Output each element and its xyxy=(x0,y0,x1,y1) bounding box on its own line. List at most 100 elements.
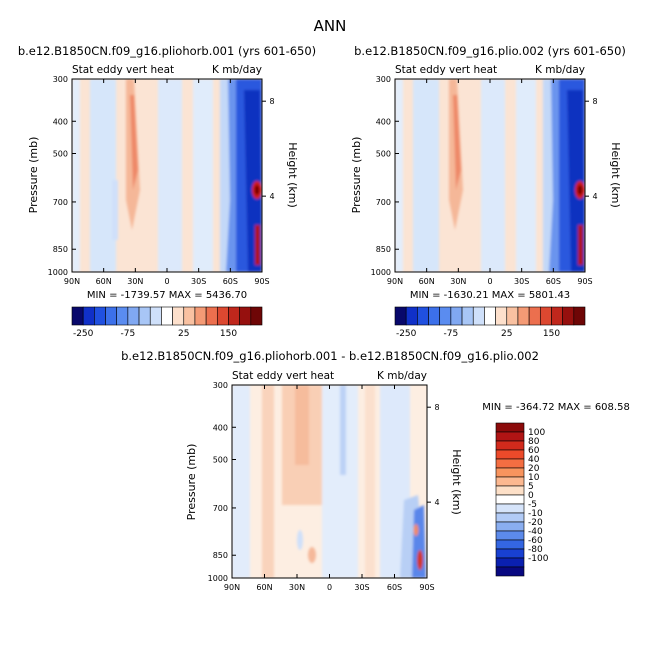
colorbar-label: 10 xyxy=(528,473,540,483)
panel-b-axes: 90N 60N 30N 0 30S 60S 90S 300 400 500 700 850 1000 8 4 xyxy=(371,75,598,286)
colorbar-swatch xyxy=(495,494,525,505)
colorbar-swatch xyxy=(250,306,263,326)
colorbar-swatch xyxy=(216,306,229,326)
y-tick-label: 300 xyxy=(376,75,391,84)
panel-b-subtitle-right: K mb/day xyxy=(535,64,585,76)
colorbar-label: 20 xyxy=(528,464,540,474)
y-tick-label: 400 xyxy=(376,117,391,126)
colorbar-swatch xyxy=(506,306,519,326)
colorbar-swatch xyxy=(495,476,525,487)
x-tick-label: 90N xyxy=(224,583,240,592)
colorbar-swatch xyxy=(495,485,525,496)
colorbar-label: -250 xyxy=(396,329,417,339)
y2-tick-label: 8 xyxy=(592,97,597,106)
colorbar-swatch xyxy=(149,306,162,326)
colorbar-swatch xyxy=(116,306,129,326)
y-tick-label: 300 xyxy=(213,381,228,390)
x-tick-label: 60S xyxy=(387,583,402,592)
y-tick-label: 500 xyxy=(376,149,391,158)
colorbar-label: -100 xyxy=(528,554,549,564)
x-tick-label: 30S xyxy=(354,583,369,592)
colorbar-swatch xyxy=(495,530,525,541)
panel-a-y2label: Height (km) xyxy=(286,142,299,208)
x-tick-label: 60S xyxy=(546,277,561,286)
panel-b-colorbar: -250 -75 25 150 xyxy=(394,306,586,339)
colorbar-swatch xyxy=(562,306,575,326)
colorbar-label: 25 xyxy=(501,329,512,339)
x-tick-label: 90S xyxy=(419,583,434,592)
colorbar-swatch xyxy=(239,306,252,326)
x-tick-label: 90N xyxy=(64,277,80,286)
y-tick-label: 1000 xyxy=(208,574,228,583)
colorbar-swatch xyxy=(495,306,508,326)
colorbar-label: -20 xyxy=(528,518,543,528)
panel-b: b.e12.B1850CN.f09_g16.plio.002 (yrs 601-… xyxy=(350,44,626,339)
colorbar-swatch xyxy=(138,306,151,326)
y-tick-label: 850 xyxy=(213,551,228,560)
colorbar-label: -10 xyxy=(528,509,543,519)
colorbar-swatch xyxy=(161,306,173,326)
colorbar-swatch xyxy=(495,512,525,523)
y-tick-label: 850 xyxy=(53,245,68,254)
y-tick-label: 850 xyxy=(376,245,391,254)
figure-title: ANN xyxy=(314,17,347,35)
colorbar-swatch xyxy=(495,440,525,451)
colorbar-swatch xyxy=(495,458,525,469)
x-tick-label: 0 xyxy=(164,277,169,286)
colorbar-swatch xyxy=(405,306,418,326)
y-tick-label: 1000 xyxy=(371,268,391,277)
y-tick-label: 400 xyxy=(53,117,68,126)
panel-c-title: b.e12.B1850CN.f09_g16.pliohorb.001 - b.e… xyxy=(121,349,539,363)
colorbar-swatch xyxy=(82,306,95,326)
x-tick-label: 0 xyxy=(487,277,492,286)
colorbar-label: 60 xyxy=(528,446,540,456)
panel-b-title: b.e12.B1850CN.f09_g16.plio.002 (yrs 601-… xyxy=(354,44,626,58)
panel-c-axes: 90N 60N 30N 0 30S 60S 90S 300 400 500 700 850 1000 8 4 xyxy=(208,381,440,592)
x-tick-label: 60N xyxy=(419,277,435,286)
colorbar-label: -75 xyxy=(444,329,459,339)
colorbar-swatch xyxy=(194,306,207,326)
y-tick-label: 300 xyxy=(53,75,68,84)
panel-a-stats: MIN = -1739.57 MAX = 5436.70 xyxy=(87,290,247,301)
colorbar-swatch xyxy=(495,557,525,568)
colorbar-label: -40 xyxy=(528,527,543,537)
colorbar-swatch xyxy=(127,306,140,326)
colorbar-swatch xyxy=(539,306,552,326)
y2-tick-label: 4 xyxy=(592,192,597,201)
panel-b-ylabel: Pressure (mb) xyxy=(350,137,363,214)
colorbar-label: -75 xyxy=(121,329,136,339)
panel-c-y2label: Height (km) xyxy=(450,449,463,515)
y-tick-label: 700 xyxy=(376,198,391,207)
colorbar-swatch xyxy=(417,306,429,326)
colorbar-swatch xyxy=(495,521,525,532)
colorbar-swatch xyxy=(528,306,541,326)
y-tick-label: 500 xyxy=(53,149,68,158)
x-tick-label: 60S xyxy=(223,277,238,286)
panel-a-title: b.e12.B1850CN.f09_g16.pliohorb.001 (yrs … xyxy=(18,44,316,58)
colorbar-swatch xyxy=(495,503,525,514)
colorbar-label: 0 xyxy=(528,491,534,501)
x-tick-label: 0 xyxy=(327,583,332,592)
panel-a-ylabel: Pressure (mb) xyxy=(27,137,40,214)
y-tick-label: 700 xyxy=(53,198,68,207)
colorbar-swatch xyxy=(450,306,463,326)
colorbar-swatch xyxy=(495,422,525,433)
colorbar-swatch xyxy=(439,306,452,326)
colorbar-swatch xyxy=(517,306,530,326)
x-tick-label: 30N xyxy=(289,583,305,592)
panel-c-subtitle-left: Stat eddy vert heat xyxy=(232,370,334,382)
colorbar-label: 25 xyxy=(178,329,189,339)
colorbar-label: 5 xyxy=(528,482,534,492)
colorbar-label: -60 xyxy=(528,536,543,546)
x-tick-label: 60N xyxy=(256,583,272,592)
panel-b-field xyxy=(395,79,585,272)
colorbar-label: 150 xyxy=(543,329,560,339)
panel-a: b.e12.B1850CN.f09_g16.pliohorb.001 (yrs … xyxy=(18,44,316,339)
x-tick-label: 60N xyxy=(96,277,112,286)
x-tick-label: 30N xyxy=(127,277,143,286)
x-tick-label: 90N xyxy=(387,277,403,286)
colorbar-label: 80 xyxy=(528,437,540,447)
colorbar-swatch xyxy=(205,306,218,326)
